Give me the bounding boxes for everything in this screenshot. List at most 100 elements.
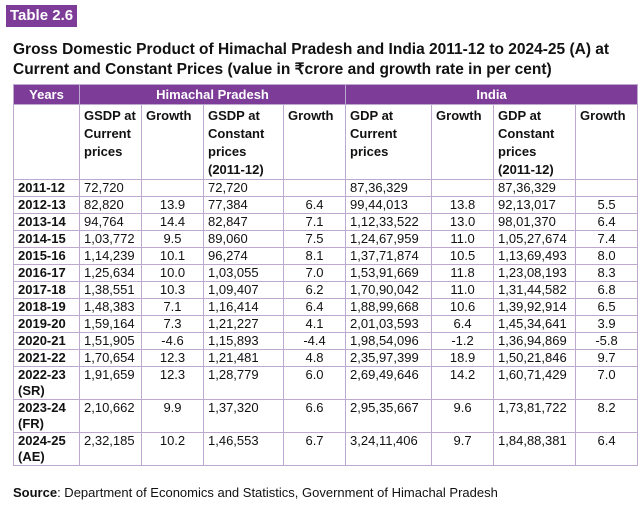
table-row: 2017-18 1,38,551 10.3 1,09,407 6.2 1,70,90,04…	[13, 281, 638, 299]
growth-cell: 6.4	[282, 298, 347, 316]
year-cell: 2017-18	[13, 281, 80, 299]
value-cell: 87,36,329	[493, 179, 577, 197]
growth-cell: 6.2	[282, 281, 347, 299]
growth-cell: 6.6	[282, 399, 347, 433]
year-cell: 2019-20	[13, 315, 80, 333]
header-blank	[13, 104, 80, 180]
growth-cell: 9.9	[141, 399, 204, 433]
value-cell: 1,59,164	[79, 315, 142, 333]
value-cell: 1,13,69,493	[493, 247, 577, 265]
value-cell: 1,91,659	[79, 366, 142, 400]
header-col: Growth	[282, 104, 347, 180]
year-cell: 2022-23 (SR)	[13, 366, 80, 400]
value-cell: 1,45,34,641	[493, 315, 577, 333]
value-cell: 1,48,383	[79, 298, 142, 316]
value-cell: 1,03,055	[203, 264, 284, 282]
value-cell: 1,50,21,846	[493, 349, 577, 367]
growth-cell: -4.4	[282, 332, 347, 350]
value-cell: 1,12,33,522	[345, 213, 433, 231]
value-cell: 98,01,370	[493, 213, 577, 231]
growth-cell: 6.8	[575, 281, 638, 299]
header-india: India	[345, 84, 638, 105]
growth-cell: 3.9	[575, 315, 638, 333]
growth-cell: 13.8	[431, 196, 495, 214]
growth-cell	[575, 179, 638, 197]
value-cell: 1,60,71,429	[493, 366, 577, 400]
year-cell: 2018-19	[13, 298, 80, 316]
growth-cell: 6.0	[282, 366, 347, 400]
growth-cell: 14.4	[141, 213, 204, 231]
value-cell: 82,847	[203, 213, 284, 231]
year-cell: 2024-25 (AE)	[13, 432, 80, 466]
value-cell: 1,98,54,096	[345, 332, 433, 350]
year-cell: 2016-17	[13, 264, 80, 282]
table-row: 2020-21 1,51,905 -4.6 1,15,893 -4.4 1,98,54,0…	[13, 332, 638, 350]
value-cell: 1,21,481	[203, 349, 284, 367]
growth-cell	[141, 179, 204, 197]
growth-cell: 8.0	[575, 247, 638, 265]
value-cell: 3,24,11,406	[345, 432, 433, 466]
value-cell: 1,73,81,722	[493, 399, 577, 433]
growth-cell: -5.8	[575, 332, 638, 350]
value-cell: 1,39,92,914	[493, 298, 577, 316]
table-row: 2012-13 82,820 13.9 77,384 6.4 99,44,013 13.8 9…	[13, 196, 638, 214]
source-note: Source: Department of Economics and Stat…	[13, 485, 498, 500]
value-cell: 1,14,239	[79, 247, 142, 265]
growth-cell: 9.6	[431, 399, 495, 433]
value-cell: 92,13,017	[493, 196, 577, 214]
value-cell: 1,15,893	[203, 332, 284, 350]
year-cell: 2013-14	[13, 213, 80, 231]
value-cell: 2,01,03,593	[345, 315, 433, 333]
value-cell: 1,38,551	[79, 281, 142, 299]
value-cell: 1,21,227	[203, 315, 284, 333]
header-col: Growth	[575, 104, 638, 180]
growth-cell: 6.4	[575, 432, 638, 466]
year-cell: 2014-15	[13, 230, 80, 248]
growth-cell: 7.3	[141, 315, 204, 333]
table-title: Gross Domestic Product of Himachal Prade…	[13, 41, 610, 78]
year-cell: 2011-12	[13, 179, 80, 197]
table-row: 2011-12 72,720 72,720 87,36,329 87,36,329	[13, 179, 638, 197]
value-cell: 82,820	[79, 196, 142, 214]
table-row: 2018-19 1,48,383 7.1 1,16,414 6.4 1,88,99,668…	[13, 298, 638, 316]
table-body: 2011-12 72,720 72,720 87,36,329 87,36,329 201…	[13, 179, 638, 466]
table-row: 2022-23 (SR) 1,91,659 12.3 1,28,779 6.0 2,69,…	[13, 366, 638, 400]
value-cell: 1,46,553	[203, 432, 284, 466]
value-cell: 1,88,99,668	[345, 298, 433, 316]
value-cell: 2,10,662	[79, 399, 142, 433]
header-years: Years	[13, 84, 80, 105]
growth-cell: 12.3	[141, 366, 204, 400]
growth-cell: 8.1	[282, 247, 347, 265]
value-cell: 94,764	[79, 213, 142, 231]
value-cell: 1,25,634	[79, 264, 142, 282]
value-cell: 87,36,329	[345, 179, 433, 197]
growth-cell: 11.0	[431, 230, 495, 248]
year-cell: 2012-13	[13, 196, 80, 214]
header-col: GDP at Constant prices (2011-12)	[493, 104, 577, 180]
growth-cell: 7.1	[282, 213, 347, 231]
value-cell: 89,060	[203, 230, 284, 248]
growth-cell: 10.6	[431, 298, 495, 316]
growth-cell: 13.0	[431, 213, 495, 231]
growth-cell: 6.4	[282, 196, 347, 214]
growth-cell: 9.7	[431, 432, 495, 466]
growth-cell: 6.5	[575, 298, 638, 316]
header-col: GDP at Current prices	[345, 104, 433, 180]
header-col: Growth	[141, 104, 204, 180]
growth-cell: -1.2	[431, 332, 495, 350]
header-col: GSDP at Constant prices (2011-12)	[203, 104, 284, 180]
growth-cell: 10.3	[141, 281, 204, 299]
table-row: 2019-20 1,59,164 7.3 1,21,227 4.1 2,01,03,593…	[13, 315, 638, 333]
growth-cell: 5.5	[575, 196, 638, 214]
value-cell: 1,24,67,959	[345, 230, 433, 248]
year-cell: 2020-21	[13, 332, 80, 350]
growth-cell: 6.7	[282, 432, 347, 466]
header-col: Growth	[431, 104, 495, 180]
value-cell: 1,28,779	[203, 366, 284, 400]
value-cell: 1,84,88,381	[493, 432, 577, 466]
growth-cell: 14.2	[431, 366, 495, 400]
value-cell: 1,36,94,869	[493, 332, 577, 350]
value-cell: 1,23,08,193	[493, 264, 577, 282]
growth-cell: 7.1	[141, 298, 204, 316]
growth-cell: 7.0	[282, 264, 347, 282]
